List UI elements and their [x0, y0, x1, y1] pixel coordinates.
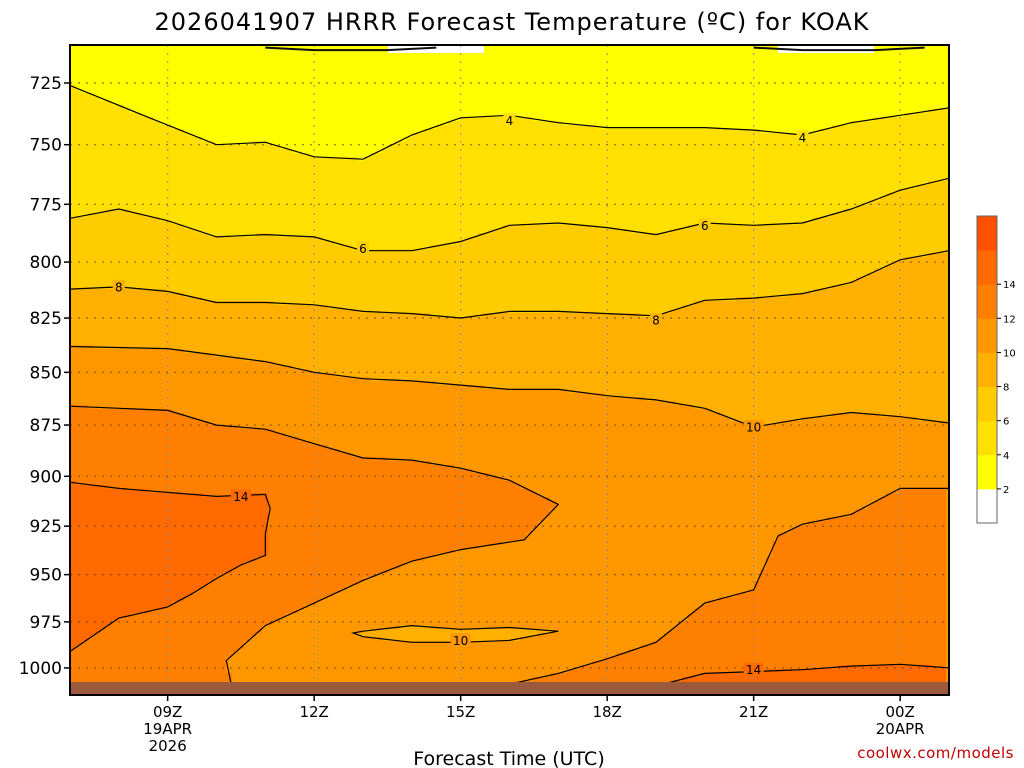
contour-label: 8	[115, 280, 123, 294]
colorbar-tick-label: 4	[1003, 451, 1009, 462]
contour-label: 4	[506, 114, 514, 128]
contour-line-2	[265, 46, 437, 52]
contour-labels: 4 4 6 6 8 8 10 10 14 14	[112, 113, 809, 677]
contour-label: 6	[701, 219, 709, 233]
ground-surface	[70, 682, 949, 695]
contour-label-bg	[357, 241, 369, 256]
colorbar-segment	[977, 386, 997, 422]
contour-label-bg	[743, 420, 764, 435]
x-tick-label: 18Z	[592, 703, 621, 721]
x-tick-label: 21Z	[739, 703, 768, 721]
y-tick-label: 925	[30, 517, 62, 537]
colorbar-tick-label: 8	[1003, 383, 1009, 394]
y-tick-label: 725	[30, 74, 62, 94]
contour-label: 6	[359, 242, 367, 256]
contour-label: 10	[453, 634, 468, 648]
x-tick-label: 09Z	[153, 703, 182, 721]
temperature-fill	[70, 45, 949, 695]
contour-line-8	[70, 250, 949, 319]
y-tick-label: 850	[30, 363, 62, 383]
contour-label-bg	[743, 662, 764, 677]
contour-line-14	[655, 663, 949, 687]
x-tick-label: 00Z	[885, 703, 914, 721]
contour-label: 4	[799, 131, 807, 145]
x-tick-label: 2026	[149, 737, 187, 755]
contour-line-2	[753, 46, 925, 52]
plot-frame	[69, 44, 950, 696]
colorbar-tick-label: 6	[1003, 417, 1009, 428]
colorbar-segment	[977, 352, 997, 388]
contour-line-10	[70, 345, 949, 428]
y-tick-label: 1000	[19, 659, 62, 679]
contour-label-bg	[112, 279, 125, 294]
contour-label: 14	[746, 663, 761, 677]
contour-label: 10	[746, 421, 761, 435]
x-tick-label: 20APR	[876, 720, 925, 738]
y-tick-label: 900	[30, 467, 62, 487]
colorbar-tick-label: 2	[1003, 485, 1009, 496]
colorbar-segment	[977, 250, 997, 285]
credit-text: coolwx.com/models	[857, 744, 1014, 762]
contour-label-bg	[698, 218, 711, 233]
contour-line-14	[70, 481, 271, 652]
contour-label-bg	[230, 489, 251, 504]
y-axis: 725 750 775 800 825 850 875 900 925 950 975 1000	[19, 74, 70, 679]
contour-lines	[70, 46, 949, 691]
colorbar: 2 4 6 8 10 12 14	[976, 215, 1016, 524]
y-tick-label: 750	[30, 136, 62, 156]
colorbar-segment	[977, 318, 997, 353]
contour-label-bg	[796, 130, 809, 145]
plot-area: 4 4 6 6 8 8 10 10 14 14	[70, 45, 949, 695]
contour-line-6	[70, 177, 949, 252]
contour-line-4	[70, 84, 949, 160]
contour-label-bg	[503, 113, 516, 128]
x-tick-label: 15Z	[446, 703, 475, 721]
y-tick-label: 800	[30, 253, 62, 273]
y-tick-label: 775	[30, 195, 62, 215]
colorbar-segment	[977, 420, 997, 456]
colorbar-segment	[977, 488, 997, 524]
contour-label: 14	[233, 490, 248, 504]
x-axis-label: Forecast Time (UTC)	[413, 748, 604, 768]
contour-line-12	[70, 405, 560, 691]
colorbar-segment	[977, 284, 997, 319]
y-tick-label: 975	[30, 613, 62, 633]
x-tick-label: 19APR	[143, 720, 192, 738]
colorbar-tick-label: 12	[1003, 314, 1016, 325]
y-tick-label: 825	[30, 309, 62, 329]
y-tick-label: 950	[30, 566, 62, 586]
colorbar-segment	[977, 216, 997, 251]
contour-label-bg	[450, 633, 471, 648]
colorbar-tick-label: 10	[1003, 348, 1016, 359]
contour-label-bg	[650, 313, 662, 328]
contour-line-10	[350, 624, 559, 643]
colorbar-segment	[977, 454, 997, 490]
contour-line-12	[484, 487, 949, 691]
y-tick-label: 875	[30, 416, 62, 436]
colorbar-tick-label: 14	[1003, 280, 1016, 291]
chart-title: 2026041907 HRRR Forecast Temperature (ºC…	[155, 8, 870, 36]
x-tick-label: 12Z	[299, 703, 328, 721]
contour-label: 8	[652, 314, 660, 328]
colorbar-frame	[976, 215, 998, 524]
